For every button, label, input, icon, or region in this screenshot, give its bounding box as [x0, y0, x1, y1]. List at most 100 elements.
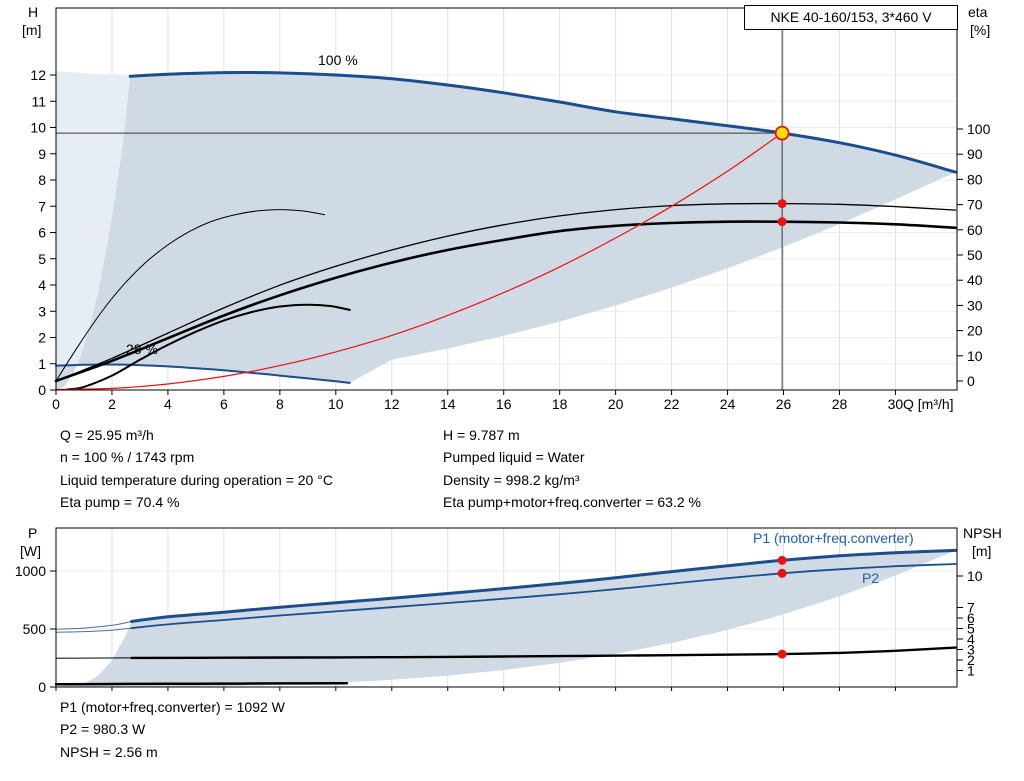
pump-curve-28 — [55, 363, 351, 384]
x-tick-label: 4 — [164, 396, 172, 412]
info-speed: n = 100 % / 1743 rpm — [60, 449, 195, 466]
result-info: P1 (motor+freq.converter) = 1092 W P2 = … — [60, 696, 285, 763]
speed-28-label: 28 % — [126, 341, 158, 357]
x-tick-label: 20 — [608, 396, 624, 412]
x-tick-label: 18 — [552, 396, 568, 412]
h-tick-label: 10 — [30, 120, 46, 136]
eta-axis-label: eta — [968, 4, 988, 20]
x-tick-label: 12 — [384, 396, 400, 412]
info-temperature: Liquid temperature during operation = 20… — [60, 471, 333, 488]
npsh-tick-label: 2 — [967, 652, 975, 668]
pump-title: NKE 40-160/153, 3*460 V — [770, 9, 932, 25]
info-head: H = 9.787 m — [443, 427, 520, 443]
x-tick-label: 26 — [776, 396, 792, 412]
p-tick-label: 0 — [38, 679, 46, 695]
info-liquid: Pumped liquid = Water — [443, 449, 585, 466]
p2-lead-line — [55, 627, 132, 633]
x-tick-label: 28 — [832, 396, 848, 412]
x-tick-label: 0 — [52, 396, 60, 412]
x-tick-label: 8 — [276, 396, 284, 412]
info-flow: Q = 25.95 m³/h — [60, 427, 154, 443]
h-tick-label: 5 — [38, 251, 46, 267]
info-eta-total: Eta pump+motor+freq.converter = 63.2 % — [443, 494, 701, 511]
p2-curve-label: P2 — [862, 570, 880, 586]
top-chart-border — [55, 7, 958, 391]
npsh-tick-label: 3 — [967, 642, 975, 658]
eta-total-curve — [54, 220, 957, 383]
system-curve — [55, 132, 783, 391]
h-tick-label: 6 — [38, 225, 46, 241]
x-tick-label: 24 — [720, 396, 736, 412]
info-eta-pump: Eta pump = 70.4 % — [60, 494, 180, 511]
npsh-marker — [777, 649, 787, 659]
eta-axis-unit: [%] — [970, 22, 991, 38]
eta-tick-label: 0 — [967, 373, 975, 389]
eta-marker — [777, 217, 787, 227]
result-p1: P1 (motor+freq.converter) = 1092 W — [60, 699, 285, 715]
speed-100-label: 100 % — [318, 52, 358, 68]
eta-tick-label: 100 — [967, 121, 991, 137]
p-axis-label: P — [28, 525, 38, 541]
h-axis-label: H — [28, 4, 39, 20]
npsh-tick-label: 4 — [967, 631, 975, 647]
h-tick-label: 0 — [38, 382, 46, 398]
p-tick-label: 500 — [23, 621, 47, 637]
x-tick-label: 16 — [496, 396, 512, 412]
npsh-curve — [130, 646, 957, 660]
h-tick-label: 7 — [38, 198, 46, 214]
npsh-tick-label: 1 — [967, 663, 975, 679]
h-tick-label: 4 — [38, 277, 46, 293]
eta-tick-label: 80 — [967, 171, 983, 187]
h-tick-label: 12 — [30, 67, 46, 83]
h-tick-label: 8 — [38, 172, 46, 188]
h-tick-label: 1 — [38, 356, 46, 372]
power-envelope — [56, 550, 956, 687]
h-tick-label: 3 — [38, 303, 46, 319]
p1-lead-line — [55, 621, 132, 630]
p-min-speed-curve — [54, 682, 349, 686]
p1-curve-label: P1 (motor+freq.converter) — [753, 530, 914, 546]
p2-curve — [130, 563, 957, 629]
eta-tick-label: 70 — [967, 197, 983, 213]
h-axis-unit: [m] — [22, 22, 42, 38]
npsh-tick-label: 10 — [967, 568, 983, 584]
p-marker — [777, 555, 787, 565]
npsh-tick-label: 6 — [967, 610, 975, 626]
x-tick-label: 22 — [664, 396, 680, 412]
operating-envelope-light — [56, 71, 131, 390]
eta-tick-label: 50 — [967, 247, 983, 263]
x-tick-label: 30 — [888, 396, 904, 412]
q-axis-label: Q [m³/h] — [903, 396, 954, 412]
x-tick-label: 2 — [108, 396, 116, 412]
duty-point-marker[interactable] — [774, 125, 790, 141]
npsh-axis-label: NPSH — [963, 525, 1002, 541]
x-tick-label: 14 — [440, 396, 456, 412]
eta-tick-label: 10 — [967, 348, 983, 364]
operating-envelope — [56, 72, 956, 390]
npsh-axis-unit: [m] — [972, 543, 992, 559]
h-tick-label: 11 — [31, 93, 46, 109]
p1-curve — [130, 548, 958, 623]
x-tick-label: 6 — [220, 396, 228, 412]
x-tick-label: 10 — [328, 396, 344, 412]
p-marker — [777, 568, 787, 578]
eta-reduced-speed-curve — [55, 209, 326, 382]
eta-pump-curve — [55, 202, 957, 382]
eta-tick-label: 60 — [967, 222, 983, 238]
eta-tick-label: 40 — [967, 272, 983, 288]
pump-curve-100 — [128, 71, 958, 174]
eta-marker — [777, 199, 787, 209]
eta-tick-label: 90 — [967, 146, 983, 162]
result-p2: P2 = 980.3 W — [60, 721, 146, 738]
operating-info-left: Q = 25.95 m³/h n = 100 % / 1743 rpm Liqu… — [60, 424, 333, 514]
eta-tick-label: 20 — [967, 323, 983, 339]
info-density: Density = 998.2 kg/m³ — [443, 471, 580, 488]
eta-tick-label: 30 — [967, 297, 983, 313]
pump-title-box: NKE 40-160/153, 3*460 V — [744, 5, 958, 30]
p-tick-label: 1000 — [15, 563, 46, 579]
result-npsh: NPSH = 2.56 m — [60, 743, 158, 760]
h-tick-label: 2 — [38, 330, 46, 346]
operating-info-right: H = 9.787 m Pumped liquid = Water Densit… — [443, 424, 701, 514]
